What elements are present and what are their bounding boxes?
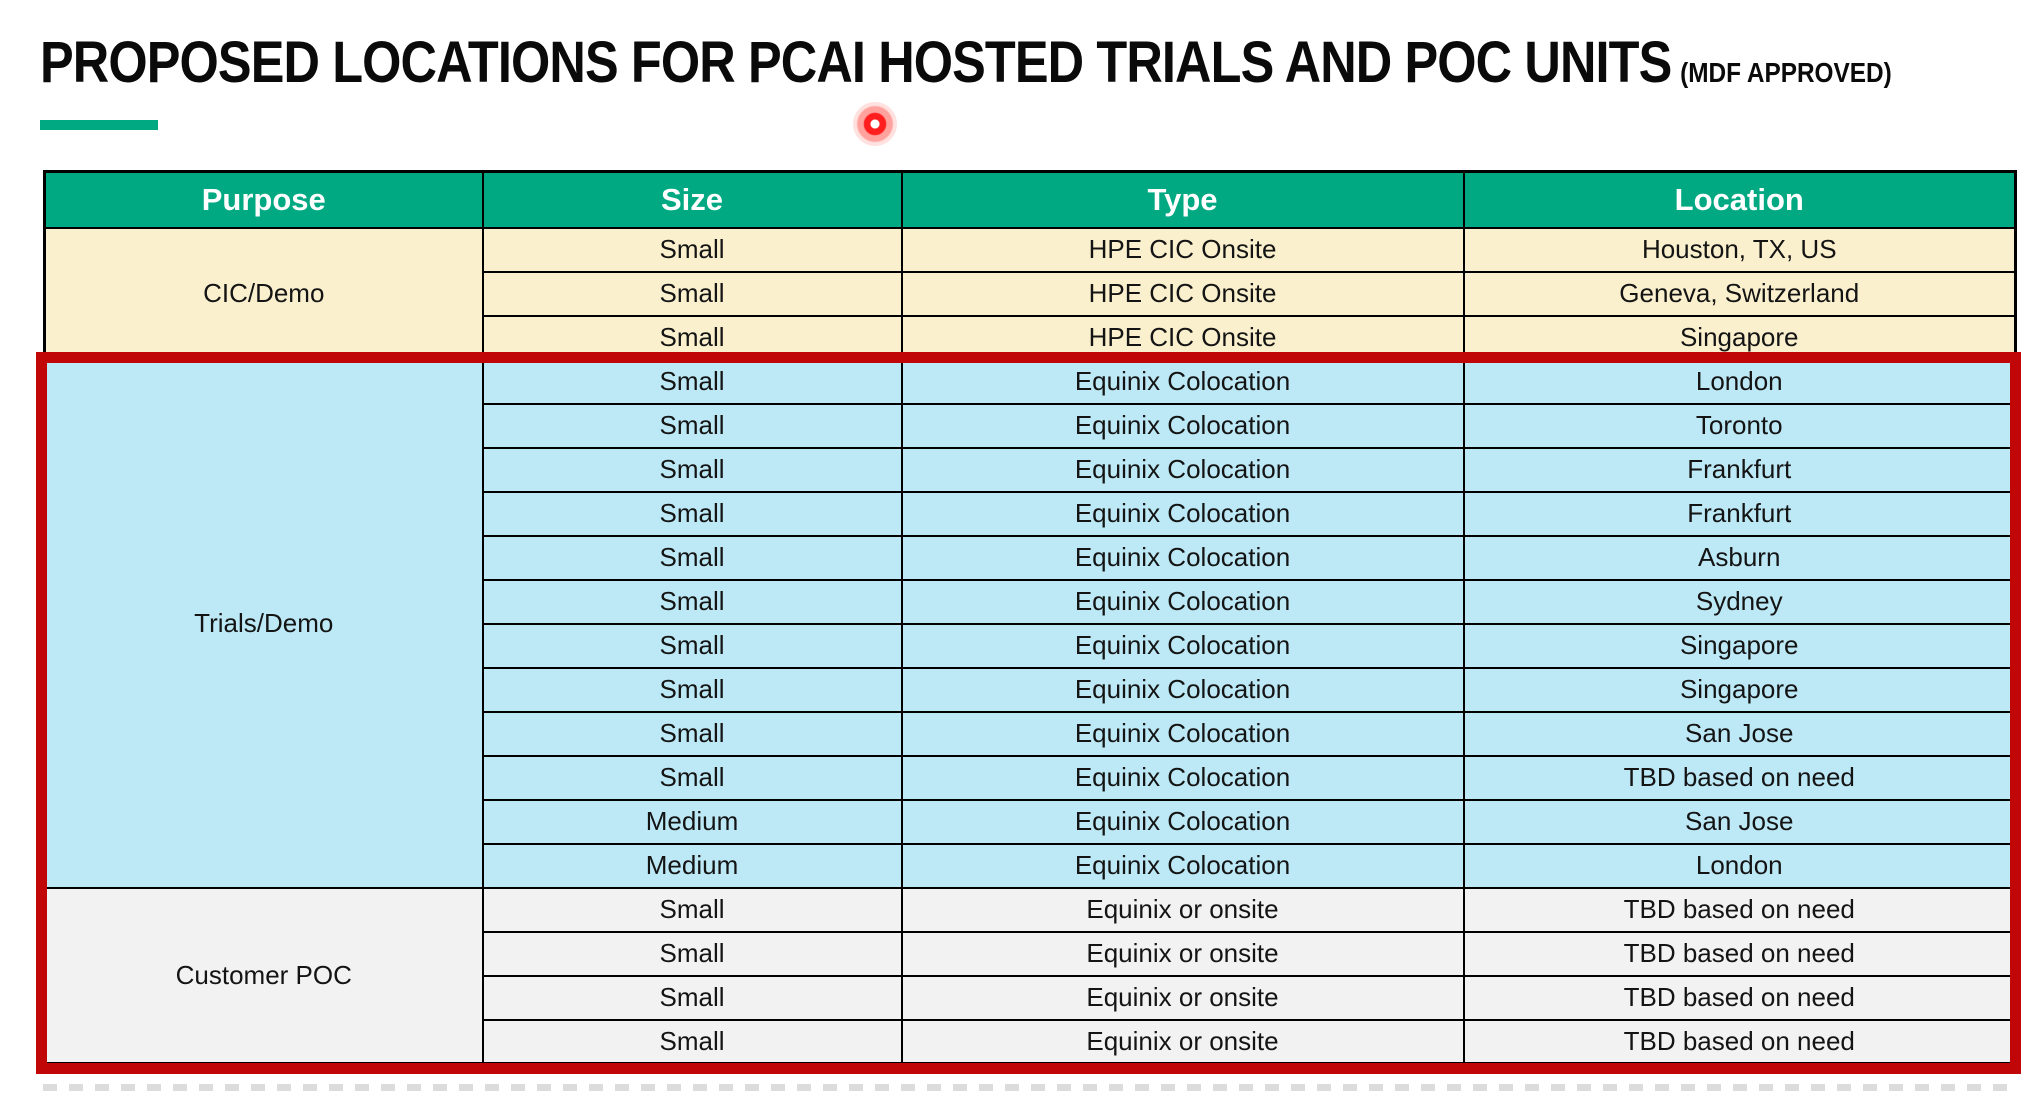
location-cell: Toronto <box>1462 402 2017 449</box>
size-cell: Small <box>481 314 903 361</box>
location-cell: London <box>1462 358 2017 405</box>
page-title-text: PROPOSED LOCATIONS FOR PCAI HOSTED TRIAL… <box>40 30 1672 95</box>
location-cell: Singapore <box>1462 666 2017 713</box>
table-row: Small Equinix Colocation Sydney <box>45 578 2017 625</box>
type-cell: Equinix or onsite <box>900 1018 1465 1065</box>
table-header-row: Purpose Size Type Location <box>43 170 2017 229</box>
table-row: Customer POC Small Equinix or onsite TBD ba… <box>43 886 2017 1065</box>
table-row: Small Equinix Colocation Singapore <box>45 622 2017 669</box>
size-cell: Small <box>481 402 903 449</box>
table-row: Small HPE CIC Onsite Geneva, Switzerland <box>45 270 2017 317</box>
table-row: Small Equinix Colocation Asburn <box>45 534 2017 581</box>
size-cell: Small <box>481 226 903 273</box>
location-cell: Frankfurt <box>1462 446 2017 493</box>
location-cell: Asburn <box>1462 534 2017 581</box>
purpose-cell: CIC/Demo <box>43 226 484 361</box>
type-cell: Equinix Colocation <box>900 710 1465 757</box>
size-cell: Medium <box>481 842 903 889</box>
size-cell: Small <box>481 930 903 977</box>
location-cell: Houston, TX, US <box>1462 226 2017 273</box>
type-cell: Equinix Colocation <box>900 490 1465 537</box>
laser-pointer-dot <box>853 102 897 146</box>
type-cell: Equinix Colocation <box>900 842 1465 889</box>
type-cell: Equinix Colocation <box>900 754 1465 801</box>
table-row: Small Equinix Colocation Singapore <box>45 666 2017 713</box>
table-row: Medium Equinix Colocation San Jose <box>45 798 2017 845</box>
location-cell: TBD based on need <box>1462 886 2017 933</box>
column-header-size: Size <box>481 170 903 229</box>
purpose-cell: Customer POC <box>43 886 484 1065</box>
location-cell: London <box>1462 842 2017 889</box>
location-cell: TBD based on need <box>1462 1018 2017 1065</box>
table-row: CIC/Demo Small HPE CIC Onsite Houston, TX, … <box>43 226 2017 361</box>
table-row: Small Equinix Colocation San Jose <box>45 710 2017 757</box>
size-cell: Medium <box>481 798 903 845</box>
type-cell: Equinix Colocation <box>900 402 1465 449</box>
type-cell: Equinix Colocation <box>900 358 1465 405</box>
size-cell: Small <box>481 446 903 493</box>
location-cell: Singapore <box>1462 622 2017 669</box>
size-cell: Small <box>481 710 903 757</box>
table-row: Small Equinix Colocation Toronto <box>45 402 2017 449</box>
location-cell: TBD based on need <box>1462 974 2017 1021</box>
type-cell: Equinix Colocation <box>900 798 1465 845</box>
size-cell: Small <box>481 666 903 713</box>
title-underline-bar <box>40 120 158 130</box>
size-cell: Small <box>481 622 903 669</box>
size-cell: Small <box>481 358 903 405</box>
location-cell: Singapore <box>1462 314 2017 361</box>
size-cell: Small <box>481 1018 903 1065</box>
type-cell: HPE CIC Onsite <box>900 270 1465 317</box>
size-cell: Small <box>481 534 903 581</box>
type-cell: Equinix or onsite <box>900 974 1465 1021</box>
location-cell: San Jose <box>1462 710 2017 757</box>
page-title: PROPOSED LOCATIONS FOR PCAI HOSTED TRIAL… <box>40 30 1892 97</box>
type-cell: Equinix Colocation <box>900 666 1465 713</box>
size-cell: Small <box>481 886 903 933</box>
column-header-type: Type <box>900 170 1465 229</box>
location-cell: Geneva, Switzerland <box>1462 270 2017 317</box>
table-row: Medium Equinix Colocation London <box>45 842 2017 889</box>
location-cell: San Jose <box>1462 798 2017 845</box>
size-cell: Small <box>481 754 903 801</box>
size-cell: Small <box>481 578 903 625</box>
location-cell: TBD based on need <box>1462 930 2017 977</box>
table-row: Small Equinix or onsite TBD based on need <box>45 974 2017 1021</box>
type-cell: Equinix Colocation <box>900 578 1465 625</box>
table-row: Small Equinix or onsite TBD based on need <box>45 930 2017 977</box>
type-cell: Equinix or onsite <box>900 930 1465 977</box>
purpose-cell: Trials/Demo <box>43 358 484 889</box>
type-cell: Equinix Colocation <box>900 534 1465 581</box>
location-cell: Sydney <box>1462 578 2017 625</box>
type-cell: HPE CIC Onsite <box>900 314 1465 361</box>
column-header-purpose: Purpose <box>43 170 484 229</box>
type-cell: HPE CIC Onsite <box>900 226 1465 273</box>
type-cell: Equinix Colocation <box>900 446 1465 493</box>
table-row: Small Equinix Colocation Frankfurt <box>45 446 2017 493</box>
table-row: Small Equinix Colocation Frankfurt <box>45 490 2017 537</box>
size-cell: Small <box>481 974 903 1021</box>
locations-table: Purpose Size Type Location CIC/Demo Small… <box>43 170 2017 1065</box>
type-cell: Equinix or onsite <box>900 886 1465 933</box>
location-cell: Frankfurt <box>1462 490 2017 537</box>
table-row: Trials/Demo Small Equinix Colocation London <box>43 358 2017 889</box>
table-row: Small Equinix or onsite TBD based on need <box>45 1018 2017 1065</box>
size-cell: Small <box>481 490 903 537</box>
page-title-suffix: (MDF APPROVED) <box>1680 57 1892 88</box>
table-body: CIC/Demo Small HPE CIC Onsite Houston, TX, … <box>43 226 2017 1065</box>
column-header-location: Location <box>1462 170 2017 229</box>
location-cell: TBD based on need <box>1462 754 2017 801</box>
size-cell: Small <box>481 270 903 317</box>
table-row: Small Equinix Colocation TBD based on need <box>45 754 2017 801</box>
bottom-dashed-artifact <box>43 1084 2014 1091</box>
type-cell: Equinix Colocation <box>900 622 1465 669</box>
